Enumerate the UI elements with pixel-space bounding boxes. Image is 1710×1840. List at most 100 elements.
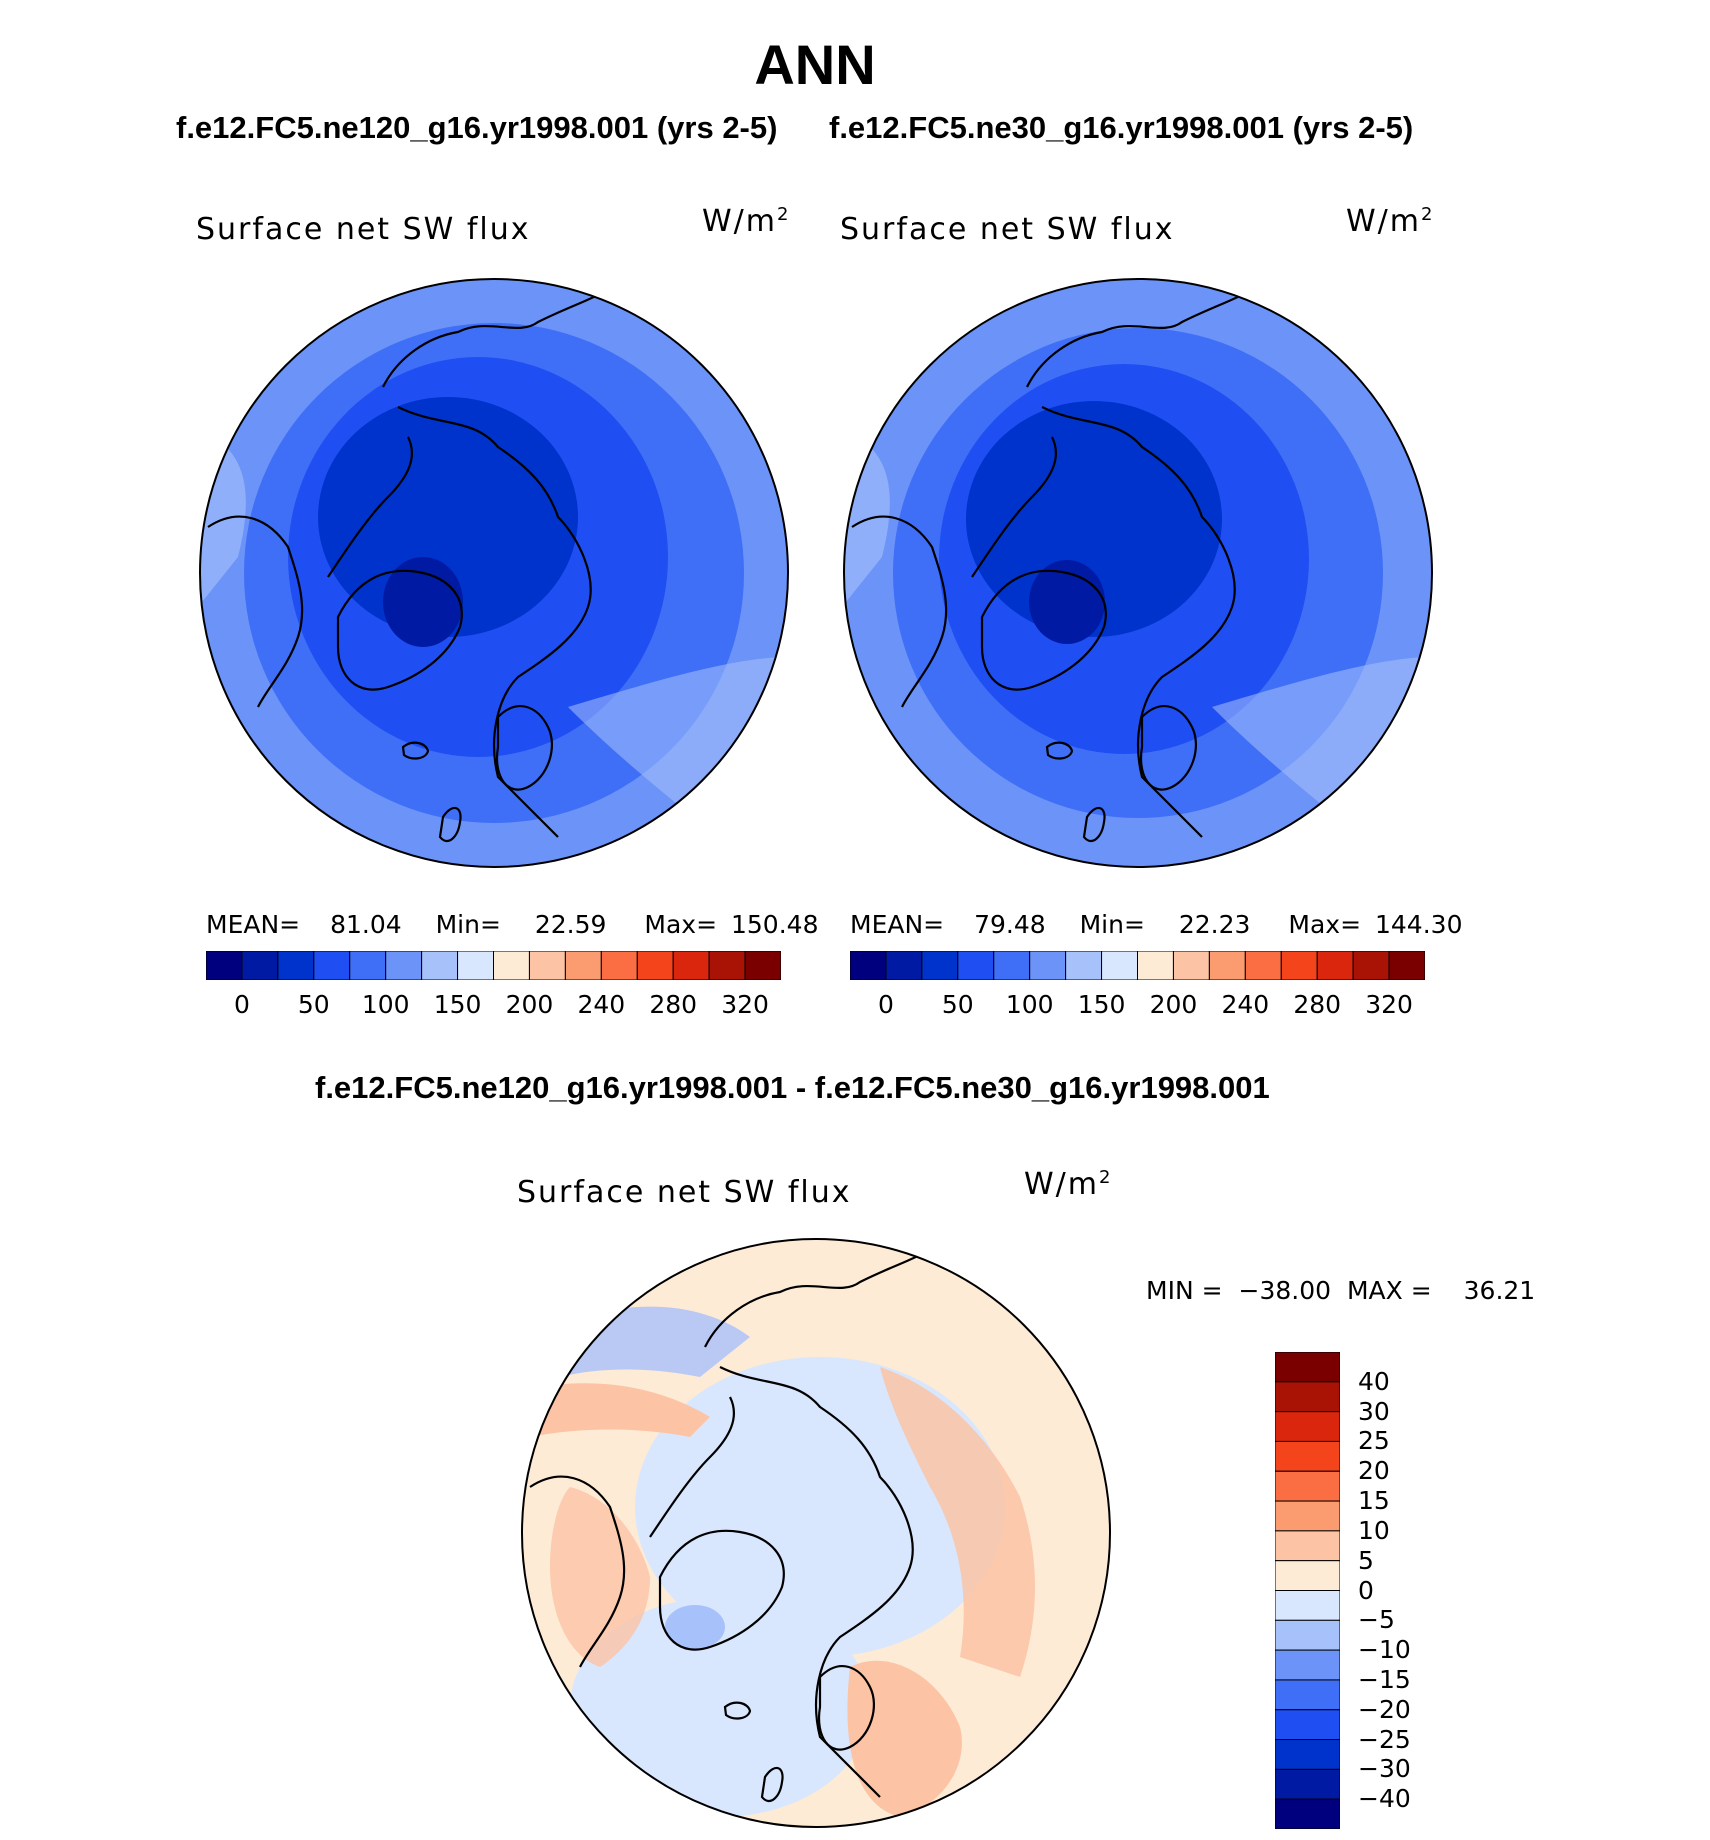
colorbar-tick-label: 40 bbox=[1358, 1366, 1390, 1396]
colorbar-tick-label: 200 bbox=[1149, 990, 1198, 1019]
colorbar-box bbox=[850, 951, 887, 980]
colorbar-tick-label: 240 bbox=[577, 990, 626, 1019]
map-negative-atlantic bbox=[570, 1597, 870, 1817]
colorbar-box bbox=[1275, 1560, 1340, 1591]
colorbar-box bbox=[385, 951, 423, 980]
colorbar-tick-label: 25 bbox=[1358, 1426, 1390, 1456]
map-positive-siberia bbox=[880, 1367, 1035, 1677]
colorbar-box bbox=[1275, 1530, 1340, 1562]
colorbar-box bbox=[921, 951, 959, 980]
coastline-british-isles bbox=[438, 806, 462, 843]
colorbar-box bbox=[1275, 1768, 1340, 1800]
map-boundary bbox=[843, 278, 1433, 868]
colorbar-box bbox=[1244, 951, 1282, 980]
colorbar-tick-label: 150 bbox=[433, 990, 482, 1019]
colorbar-box bbox=[600, 951, 638, 980]
colorbar-box bbox=[1137, 951, 1174, 980]
colorbar-box bbox=[1275, 1649, 1340, 1681]
colorbar-tick-label: 100 bbox=[1005, 990, 1054, 1019]
panel2-variable-label: Surface net SW flux bbox=[840, 212, 1175, 247]
diff-units-base: W/m bbox=[1024, 1167, 1099, 1202]
colorbar-box bbox=[1172, 951, 1210, 980]
colorbar-box bbox=[1208, 951, 1246, 980]
panel2-max-label: Max= bbox=[1288, 910, 1362, 939]
panel1-variable-label: Surface net SW flux bbox=[196, 212, 531, 247]
panel1-min-label: Min= bbox=[435, 910, 501, 939]
colorbar-box bbox=[241, 951, 279, 980]
panel2-min-value: 22.23 bbox=[1178, 910, 1251, 939]
panel2-min-label: Min= bbox=[1079, 910, 1145, 939]
map-positive-canada bbox=[550, 1487, 650, 1667]
colorbar-tick-label: 0 bbox=[233, 990, 250, 1019]
coastline-eurasia bbox=[382, 291, 604, 838]
colorbar-box bbox=[457, 951, 494, 980]
colorbar-box bbox=[1275, 1709, 1340, 1741]
colorbar-tick-label: −30 bbox=[1358, 1754, 1411, 1784]
colorbar-box bbox=[206, 951, 243, 980]
colorbar-tick-label: 200 bbox=[505, 990, 554, 1019]
figure-title: ANN bbox=[754, 33, 876, 96]
colorbar-box bbox=[1029, 951, 1067, 980]
colorbar-box bbox=[1275, 1679, 1340, 1711]
colorbar-tick-label: 10 bbox=[1358, 1515, 1390, 1545]
colorbar-box bbox=[528, 951, 566, 980]
colorbar-box bbox=[277, 951, 315, 980]
colorbar-tick-label: −10 bbox=[1358, 1635, 1411, 1665]
colorbar-box bbox=[957, 951, 995, 980]
diff-polar-map bbox=[521, 1238, 1111, 1828]
panel1-units-exp: 2 bbox=[777, 204, 791, 225]
panel1-units-base: W/m bbox=[702, 204, 777, 239]
panel1-stats: MEAN= 81.04 Min= 22.59 Max= 150.48 bbox=[206, 910, 818, 939]
colorbar-box bbox=[636, 951, 674, 980]
colorbar-box bbox=[1275, 1590, 1340, 1621]
diff-case-title: f.e12.FC5.ne120_g16.yr1998.001 - f.e12.F… bbox=[315, 1070, 1270, 1105]
colorbar-box bbox=[1275, 1381, 1340, 1413]
panel1-colorbar bbox=[206, 951, 781, 980]
colorbar-box bbox=[993, 951, 1031, 980]
colorbar-box bbox=[421, 951, 459, 980]
diff-min-label: MIN = bbox=[1146, 1276, 1223, 1305]
right-case-title: f.e12.FC5.ne30_g16.yr1998.001 (yrs 2-5) bbox=[829, 110, 1414, 145]
coastline-north-america bbox=[529, 1396, 735, 1668]
colorbar-box bbox=[1275, 1798, 1340, 1829]
coastline-greenland bbox=[980, 569, 1107, 691]
colorbar-tick-label: 15 bbox=[1358, 1486, 1390, 1516]
colorbar-tick-label: 100 bbox=[361, 990, 410, 1019]
coastline-british-isles bbox=[760, 1766, 784, 1803]
colorbar-box bbox=[1101, 951, 1138, 980]
diff-max-value: 36.21 bbox=[1463, 1276, 1536, 1305]
coastline-greenland bbox=[336, 569, 463, 691]
colorbar-tick-label: 240 bbox=[1221, 990, 1270, 1019]
coastline-iceland bbox=[1045, 741, 1074, 760]
diff-min-value: −38.00 bbox=[1238, 1276, 1332, 1305]
colorbar-box bbox=[1280, 951, 1318, 980]
panel2-units-exp: 2 bbox=[1421, 204, 1435, 225]
coastline-scandinavia bbox=[1139, 705, 1197, 791]
panel1-mean-label: MEAN= bbox=[206, 910, 301, 939]
colorbar-box bbox=[564, 951, 602, 980]
coastline-iceland bbox=[401, 741, 430, 760]
colorbar-box bbox=[885, 951, 923, 980]
colorbar-box bbox=[1275, 1440, 1340, 1472]
colorbar-box bbox=[1352, 951, 1390, 980]
colorbar-tick-label: −5 bbox=[1358, 1605, 1395, 1635]
colorbar-box bbox=[1275, 1411, 1340, 1442]
coastline-scandinavia bbox=[817, 1665, 875, 1751]
map-negative-greenland bbox=[665, 1605, 725, 1649]
coastline-greenland bbox=[658, 1529, 785, 1651]
panel1-max-label: Max= bbox=[644, 910, 718, 939]
coastline-eurasia bbox=[1026, 291, 1248, 838]
panel2-stats: MEAN= 79.48 Min= 22.23 Max= 144.30 bbox=[850, 910, 1462, 939]
colorbar-box bbox=[672, 951, 710, 980]
map-band-greenland-min bbox=[383, 557, 463, 647]
diff-units-label: W/m2 bbox=[1024, 1167, 1112, 1202]
colorbar-box bbox=[1275, 1739, 1340, 1770]
panel1-mean-value: 81.04 bbox=[330, 910, 402, 939]
colorbar-box bbox=[1388, 951, 1425, 980]
colorbar-tick-label: 50 bbox=[941, 990, 974, 1019]
colorbar-box bbox=[1275, 1619, 1340, 1651]
map-boundary bbox=[521, 1238, 1111, 1828]
colorbar-box bbox=[744, 951, 781, 980]
diff-minmax: MIN = −38.00 MAX = 36.21 bbox=[1146, 1276, 1535, 1305]
panel2-colorbar bbox=[850, 951, 1425, 980]
